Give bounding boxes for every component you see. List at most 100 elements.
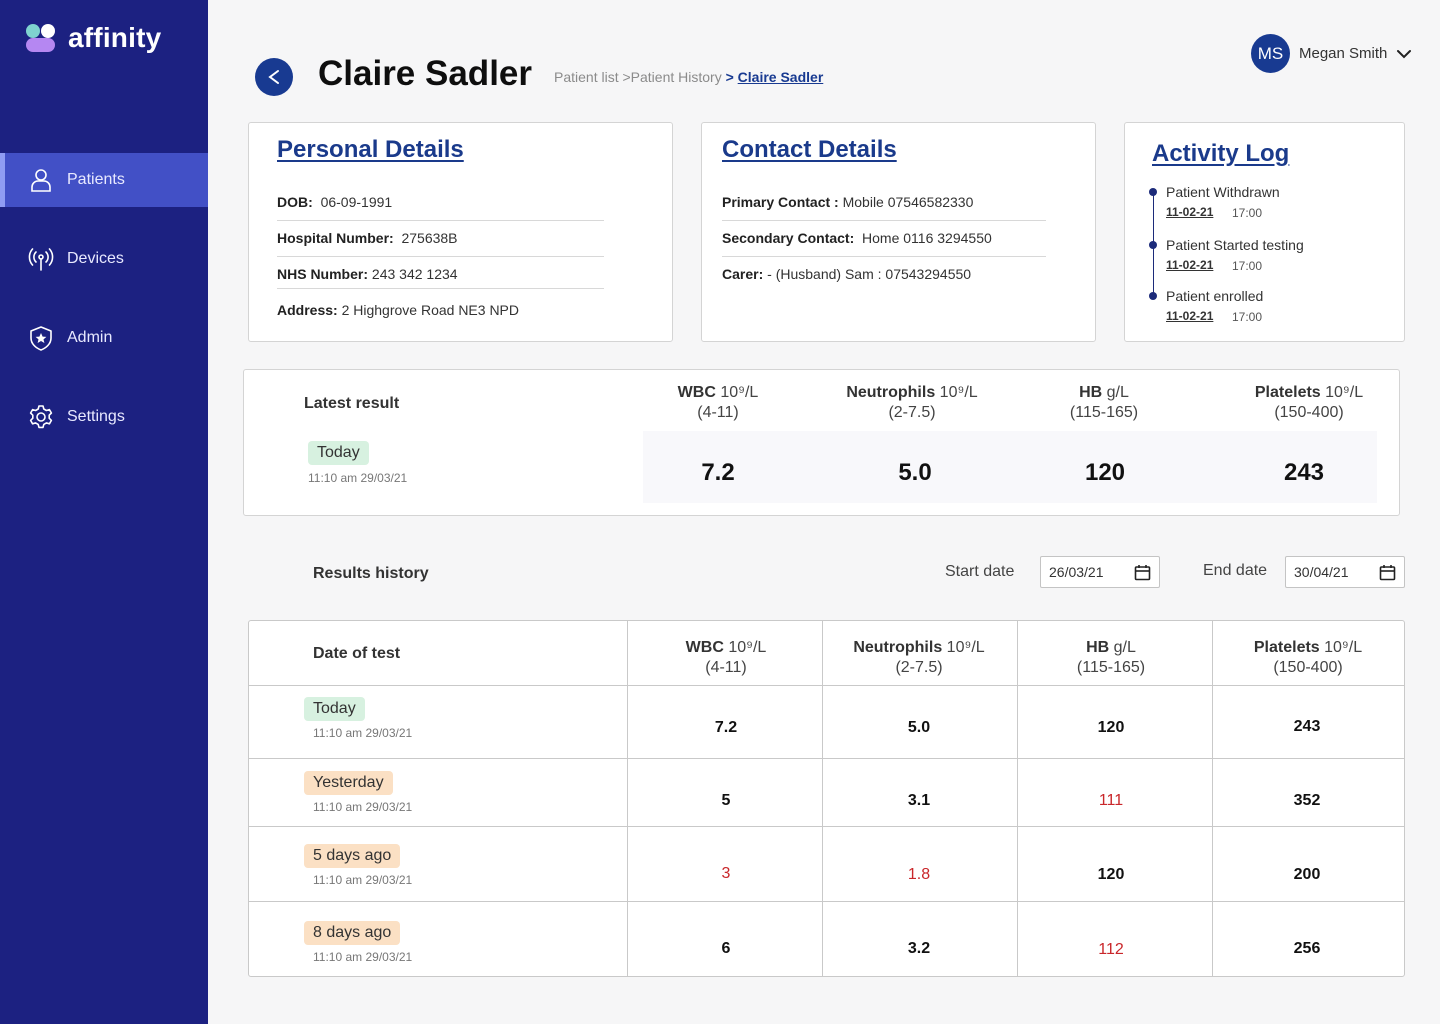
latest-result-timestamp: 11:10 am 29/03/21 [308,471,408,485]
row-date-badge: Today [304,697,365,721]
sidebar: affinity Patients Devices Admin Settings [0,0,208,1024]
activity-entry-date[interactable]: 11-02-21 [1166,258,1214,272]
row-neutrophils-value: 5.0 [907,719,931,736]
address-value: 2 Highgrove Road NE3 NPD [341,302,519,318]
primary-contact-label: Primary Contact : [722,194,839,210]
hospital-number-row: Hospital Number: 275638B [277,230,458,246]
sidebar-item-label: Settings [67,408,125,425]
table-col-wbc[interactable]: WBC 10⁹/L (4-11) [685,639,767,676]
latest-values-panel [643,431,1377,503]
end-date-label: End date [1203,562,1268,579]
sidebar-item-settings[interactable]: Settings [0,390,208,444]
activity-entry-time: 17:00 [1232,310,1263,324]
app-logo[interactable]: affinity [26,22,161,54]
row-wbc-value: 6 [721,940,731,957]
table-col-hb[interactable]: HB g/L (115-165) [1076,639,1146,676]
activity-entry-date[interactable]: 11-02-21 [1166,205,1214,219]
start-date-label: Start date [945,563,1015,580]
address-row: Address: 2 Highgrove Road NE3 NPD [277,302,519,318]
date-of-test-header[interactable]: Date of test [313,645,401,662]
breadcrumb-separator: > [725,69,734,85]
column-divider [822,621,823,976]
activity-entry-time: 17:00 [1232,259,1263,273]
latest-wbc-value: 7.2 [701,459,735,486]
sidebar-item-admin[interactable]: Admin [0,311,208,365]
latest-result-label: Latest result [304,395,400,412]
sidebar-item-label: Devices [67,250,124,267]
chevron-left-icon [268,70,279,84]
column-divider [627,621,628,976]
row-divider [249,758,1404,759]
activity-log-card [1124,122,1405,342]
personal-details-title[interactable]: Personal Details [277,136,464,163]
logo-icon [26,23,56,53]
nhs-number-label: NHS Number: [277,266,369,282]
row-timestamp: 11:10 am 29/03/21 [313,800,413,814]
row-timestamp: 11:10 am 29/03/21 [313,873,413,887]
row-platelets-value: 352 [1293,792,1321,809]
breadcrumb-patient-history[interactable]: Patient History [630,69,726,85]
activity-entry-title: Patient Withdrawn [1166,184,1280,200]
breadcrumb-patient-list[interactable]: Patient list > [554,69,631,85]
activity-entry-title: Patient enrolled [1166,288,1264,304]
gear-icon [29,405,53,429]
avatar[interactable]: MS [1251,34,1290,73]
back-button[interactable] [255,58,293,96]
hospital-number-label: Hospital Number: [277,230,394,246]
divider [722,256,1046,257]
column-divider [1017,621,1018,976]
activity-entry-time: 17:00 [1232,206,1263,220]
table-col-platelets[interactable]: Platelets 10⁹/L (150-400) [1253,639,1363,676]
row-timestamp: 11:10 am 29/03/21 [313,950,413,964]
carer-value: - (Husband) Sam : 07543294550 [767,266,972,282]
user-name[interactable]: Megan Smith [1299,45,1388,62]
carer-label: Carer: [722,266,764,282]
latest-result-badge: Today [308,441,369,465]
carer-row: Carer: - (Husband) Sam : 07543294550 [722,266,971,282]
dob-row: DOB: 06-09-1991 [277,194,392,210]
calendar-icon[interactable] [1379,564,1396,581]
activity-log-title[interactable]: Activity Log [1152,140,1290,167]
chevron-down-icon[interactable] [1396,48,1412,60]
end-date-input[interactable]: 30/04/21 [1285,556,1405,588]
page-title: Claire Sadler [318,54,532,93]
antenna-icon [28,248,54,271]
row-date-badge: Yesterday [304,771,393,795]
contact-details-title[interactable]: Contact Details [722,136,897,163]
timeline-dot [1149,188,1157,196]
row-platelets-value: 200 [1293,866,1321,883]
sidebar-item-patients[interactable]: Patients [0,153,208,207]
app-name: affinity [68,22,162,53]
address-label: Address: [277,302,338,318]
table-col-neutrophils[interactable]: Neutrophils 10⁹/L (2-7.5) [853,639,985,676]
row-wbc-value: 5 [721,792,731,809]
divider [722,220,1046,221]
divider [277,256,604,257]
secondary-contact-row: Secondary Contact: Home 0116 3294550 [722,230,992,246]
timeline-dot [1149,292,1157,300]
timeline-dot [1149,241,1157,249]
user-menu[interactable]: MS Megan Smith [1251,34,1412,73]
breadcrumb-current[interactable]: Claire Sadler [737,69,824,85]
primary-contact-value: Mobile 07546582330 [842,194,974,210]
calendar-icon[interactable] [1134,564,1151,581]
sidebar-item-devices[interactable]: Devices [0,232,208,286]
start-date-input[interactable]: 26/03/21 [1040,556,1160,588]
end-date-value: 30/04/21 [1294,564,1349,580]
nhs-number-value: 243 342 1234 [371,266,458,282]
latest-hb-value: 120 [1084,459,1126,486]
hospital-number-value: 275638B [401,230,458,246]
divider [277,220,604,221]
row-hb-value: 120 [1097,719,1125,736]
row-divider [249,685,1404,686]
column-divider [1212,621,1213,976]
divider [277,288,604,289]
row-hb-value: 120 [1097,866,1125,883]
row-neutrophils-value: 3.2 [907,940,931,957]
activity-entry-date[interactable]: 11-02-21 [1166,309,1214,323]
person-icon [31,169,51,192]
row-platelets-value: 256 [1293,940,1321,957]
activity-entry-title: Patient Started testing [1166,237,1304,253]
row-date-badge: 8 days ago [304,921,401,945]
start-date-value: 26/03/21 [1049,564,1104,580]
